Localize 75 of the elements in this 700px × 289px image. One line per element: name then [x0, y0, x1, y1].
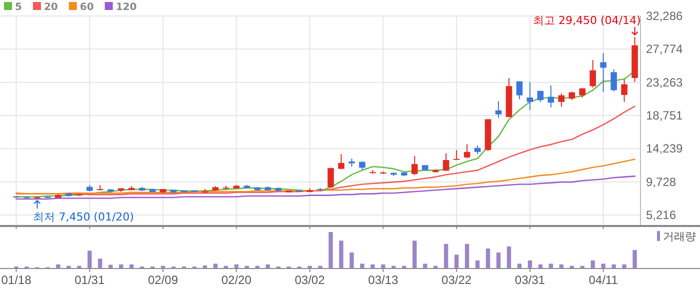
bar [559, 264, 564, 268]
candlestick [548, 84, 554, 108]
bar [538, 264, 543, 268]
legend-label: 5 [15, 2, 22, 13]
line-series [16, 158, 636, 194]
bar [506, 246, 512, 268]
candlestick [516, 80, 523, 100]
y-tick-label: 23,263 [646, 75, 684, 90]
x-tick-label: 01/18 [1, 273, 32, 287]
y-tick-label: 5,216 [646, 208, 676, 222]
bar [234, 264, 238, 268]
annotation: 최저 7,450 (01/20) [33, 210, 134, 224]
bar [622, 264, 626, 268]
y-tick-label: 9,728 [646, 174, 676, 189]
bar [496, 252, 501, 268]
bar [486, 248, 490, 268]
x-tick-label: 04/11 [588, 273, 618, 287]
bar [129, 264, 134, 268]
x-tick-label: 01/31 [74, 273, 105, 287]
bar [590, 260, 595, 268]
y-tick-label: 27,774 [646, 42, 684, 56]
bar [266, 264, 270, 268]
candlestick [464, 144, 470, 159]
x-tick-label: 03/22 [442, 273, 472, 287]
y-tick-label: 14,239 [646, 142, 684, 156]
bar [632, 250, 637, 268]
bar [528, 260, 532, 268]
bar [464, 244, 470, 268]
candlestick [621, 78, 628, 102]
candlestick [442, 152, 450, 172]
bar [339, 240, 344, 268]
bar [213, 264, 218, 268]
y-tick-label: 32,286 [646, 9, 684, 23]
bar [601, 264, 606, 268]
line-series [16, 176, 636, 200]
bar [98, 258, 102, 268]
bar [548, 264, 553, 268]
annotation: 최고 29,450 (04/14) [532, 14, 641, 27]
bar [56, 264, 60, 268]
x-tick-label: 02/20 [221, 273, 252, 287]
legend-label: 60 [80, 2, 94, 13]
x-tick-label: 02/09 [148, 273, 178, 287]
bar [370, 264, 375, 268]
bar [475, 260, 480, 268]
candlestick [338, 154, 344, 170]
legend-label: 120 [116, 2, 137, 13]
candlestick [610, 68, 617, 92]
line-series [16, 106, 636, 196]
bar [517, 264, 522, 268]
x-tick-label: 03/02 [294, 273, 326, 287]
candlestick [558, 92, 565, 108]
candlestick [600, 52, 606, 92]
bar [381, 264, 386, 268]
bar [422, 264, 428, 268]
bar [202, 265, 208, 268]
bar [444, 244, 448, 268]
bar [454, 254, 459, 268]
candlestick [328, 167, 334, 188]
candlestick [590, 60, 596, 88]
legend-label: 20 [44, 2, 58, 13]
candlestick [495, 100, 502, 118]
bar [328, 232, 333, 268]
bar [412, 240, 417, 268]
candlestick [453, 150, 460, 161]
x-tick-label: 03/31 [514, 273, 546, 287]
y-tick-label: 18,751 [646, 108, 684, 123]
bar [612, 264, 616, 268]
candlestick [526, 82, 534, 111]
bar [88, 250, 92, 268]
bar [360, 264, 364, 268]
bar [350, 252, 354, 268]
candlestick [411, 155, 418, 176]
bar [118, 264, 124, 268]
x-tick-label: 03/13 [368, 273, 398, 287]
legend-label: 거래량 [663, 230, 696, 243]
